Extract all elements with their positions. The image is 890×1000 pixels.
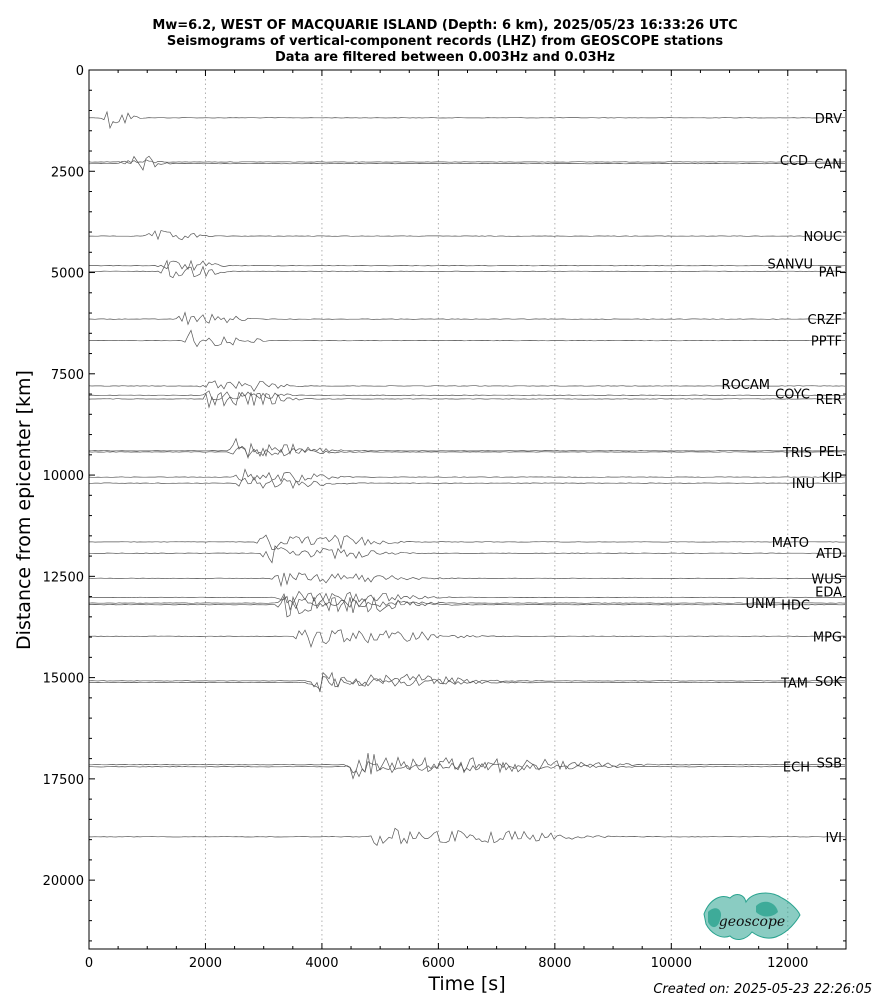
axis-ticks: 0 2000 4000 6000 8000 10000 12000 0 2500 5000 7500… — [43, 64, 846, 971]
station-label-rocam: ROCAM — [722, 378, 770, 393]
trace-hdc — [89, 595, 846, 618]
x-tick-label-6: 12000 — [767, 956, 808, 971]
trace-atd — [89, 545, 845, 564]
x-tick-label-5: 10000 — [651, 956, 692, 971]
trace-rer — [88, 391, 846, 409]
station-label-rer: RER — [816, 393, 842, 408]
trace-eda — [88, 590, 846, 604]
trace-pptf — [89, 329, 846, 348]
trace-drv — [88, 110, 845, 130]
station-label-tam: TAM — [780, 676, 808, 691]
trace-paf — [89, 259, 846, 279]
grid-lines — [204, 70, 789, 949]
station-label-crzf: CRZF — [808, 313, 843, 328]
y-tick-label-5: 12500 — [43, 570, 84, 585]
station-label-coyc: COYC — [775, 387, 810, 402]
chart-title-line-2: Seismograms of vertical-component record… — [166, 34, 724, 49]
x-tick-label-2: 4000 — [305, 956, 338, 971]
y-tick-label-4: 10000 — [43, 469, 84, 484]
station-label-sok: SOK — [815, 675, 842, 690]
station-label-ivi: IVI — [825, 831, 842, 846]
trace-ssb — [89, 752, 846, 780]
station-label-mato: MATO — [772, 536, 809, 551]
y-tick-label-1: 2500 — [51, 165, 84, 180]
station-label-wus: WUS — [811, 572, 842, 587]
station-label-atd: ATD — [816, 547, 842, 562]
trace-can — [88, 155, 845, 171]
trace-sok — [88, 671, 846, 693]
plot-frame — [88, 69, 847, 950]
trace-inu — [89, 476, 846, 490]
station-label-tris: TRIS — [782, 446, 812, 461]
trace-mato — [88, 534, 845, 550]
trace-tam — [89, 676, 846, 691]
y-tick-label-0: 0 — [76, 64, 84, 79]
trace-ccd — [88, 159, 846, 165]
x-tick-label-3: 6000 — [422, 956, 455, 971]
trace-pel — [89, 437, 846, 460]
trace-unm — [88, 595, 846, 611]
chart-title-line-1: Mw=6.2, WEST OF MACQUARIE ISLAND (Depth:… — [152, 18, 738, 33]
station-labels: DRV CAN CCD NOUC SANVU PAF CRZF PPTF ROCAM RER COY… — [722, 112, 843, 846]
seismogram-traces — [88, 110, 846, 847]
station-label-paf: PAF — [819, 265, 842, 280]
trace-nouc — [89, 230, 846, 241]
trace-rocam — [88, 380, 846, 392]
station-label-kip: KIP — [822, 471, 842, 486]
station-label-eda: EDA — [815, 585, 842, 600]
geoscope-logo: geoscope — [703, 892, 801, 940]
station-label-drv: DRV — [815, 112, 842, 127]
trace-mpg — [89, 629, 846, 649]
station-label-pel: PEL — [819, 445, 843, 460]
station-label-can: CAN — [814, 158, 842, 173]
station-label-ccd: CCD — [780, 154, 808, 169]
chart-title-line-3: Data are filtered between 0.003Hz and 0.… — [274, 50, 616, 65]
x-tick-label-4: 8000 — [538, 956, 571, 971]
trace-kip — [88, 468, 846, 483]
trace-wus — [88, 572, 846, 588]
trace-ech — [89, 759, 846, 774]
x-tick-label-0: 0 — [85, 956, 93, 971]
station-label-mpg: MPG — [813, 630, 842, 645]
station-label-unm: UNM — [746, 597, 776, 612]
y-tick-label-6: 15000 — [43, 672, 84, 687]
station-label-ech: ECH — [783, 761, 810, 776]
created-on-footer: Created on: 2025-05-23 22:26:05 — [653, 982, 872, 997]
y-tick-label-2: 5000 — [51, 267, 84, 282]
y-tick-label-8: 20000 — [43, 874, 84, 889]
y-tick-label-3: 7500 — [51, 368, 84, 383]
station-label-nouc: NOUC — [803, 230, 842, 245]
y-tick-label-7: 17500 — [43, 773, 84, 788]
station-label-pptf: PPTF — [811, 335, 842, 350]
trace-ivi — [89, 827, 846, 847]
trace-crzf — [88, 311, 846, 326]
station-label-inu: INU — [792, 477, 815, 492]
trace-sanvu — [89, 259, 846, 271]
y-axis-label: Distance from epicenter [km] — [13, 370, 35, 650]
trace-tris — [88, 446, 846, 458]
station-label-ssb: SSB — [817, 757, 842, 772]
station-label-sanvu: SANVU — [767, 258, 813, 273]
x-tick-label-1: 2000 — [189, 956, 222, 971]
station-label-hdc: HDC — [781, 599, 810, 614]
x-axis-label: Time [s] — [427, 973, 505, 995]
logo-text: geoscope — [719, 914, 785, 930]
trace-coyc — [88, 390, 846, 401]
